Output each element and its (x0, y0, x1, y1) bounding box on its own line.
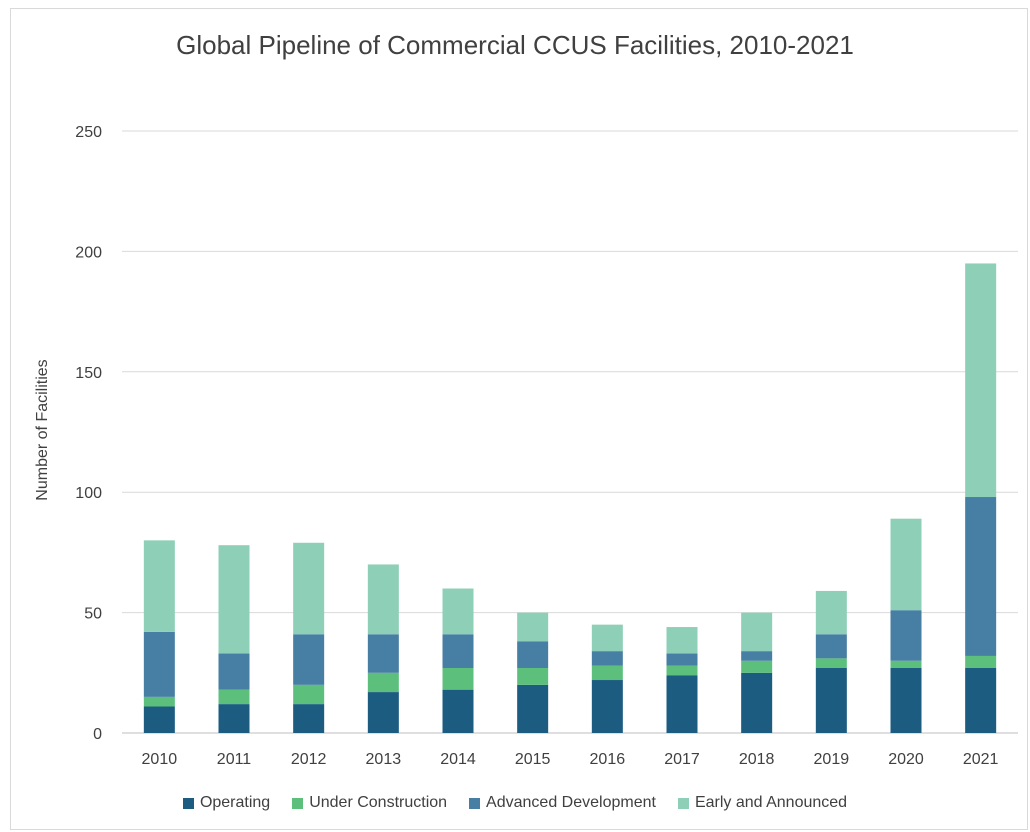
bar-segment (591, 651, 623, 666)
x-tick-label: 2020 (888, 751, 924, 768)
bar-segment (367, 692, 399, 733)
bar-segment (293, 704, 325, 733)
bar-segment (890, 660, 922, 668)
bar-segment (890, 610, 922, 661)
y-axis-label: Number of Facilities (34, 359, 51, 501)
bar-segment (143, 631, 175, 697)
chart-title: Global Pipeline of Commercial CCUS Facil… (176, 30, 854, 60)
x-tick-label: 2013 (366, 751, 402, 768)
bar-segment (293, 684, 325, 705)
legend-swatch (677, 797, 689, 809)
y-tick-label: 250 (75, 124, 102, 141)
bar-segment (666, 627, 698, 654)
bar-segment (517, 684, 549, 733)
bar-segment (367, 564, 399, 635)
bar-segment (218, 653, 250, 690)
y-tick-label: 0 (93, 726, 102, 743)
bar-segment (293, 634, 325, 685)
bar-segment (591, 680, 623, 733)
x-tick-label: 2017 (664, 751, 700, 768)
legend-item: Operating (182, 794, 271, 812)
x-tick-label: 2015 (515, 751, 551, 768)
x-tick-label: 2019 (814, 751, 850, 768)
bar-segment (143, 706, 175, 733)
bar-segment (591, 665, 623, 681)
bar-segment (965, 667, 997, 733)
bar-segment (442, 588, 474, 635)
bar-segment (815, 634, 847, 659)
y-tick-label: 150 (75, 365, 102, 382)
bar-segment (143, 696, 175, 707)
bar-segment (890, 518, 922, 611)
x-tick-label: 2011 (217, 751, 252, 768)
bar-segment (815, 667, 847, 733)
x-tick-label: 2021 (963, 751, 999, 768)
y-tick-label: 50 (84, 606, 102, 623)
bar-segment (517, 667, 549, 685)
bar-segment (741, 660, 773, 673)
x-tick-label: 2018 (739, 751, 775, 768)
bar-segment (218, 704, 250, 733)
legend: Operating Under Construction Advanced Deve… (0, 794, 1030, 812)
bar-segment (442, 689, 474, 733)
legend-item: Advanced Development (469, 794, 656, 812)
bar-segment (890, 667, 922, 733)
y-tick-label: 200 (75, 244, 102, 261)
bar-segment (442, 667, 474, 690)
legend-label: Under Construction (309, 794, 448, 811)
bar-segment (965, 655, 997, 668)
bar-segment (143, 540, 175, 632)
bar-segment (293, 542, 325, 635)
bar-segment (367, 634, 399, 673)
legend-item: Under Construction (292, 794, 447, 812)
bar-segment (442, 634, 474, 668)
legend-swatch (292, 797, 304, 809)
legend-label: Advanced Development (486, 794, 656, 811)
bar-segment (666, 653, 698, 666)
bar-segment (965, 497, 997, 656)
y-tick-label: 100 (75, 485, 102, 502)
bar-segment (815, 658, 847, 668)
bar-segment (666, 665, 698, 676)
legend-label: Early and Announced (694, 794, 848, 811)
bar-segment (218, 689, 250, 705)
x-tick-label: 2010 (142, 751, 178, 768)
bar-segment (965, 263, 997, 498)
bar-segment (741, 612, 773, 652)
legend-swatch (469, 797, 481, 809)
bar-segment (741, 651, 773, 661)
x-tick-label: 2012 (291, 751, 327, 768)
x-tick-label: 2014 (440, 751, 476, 768)
x-tick-label: 2016 (590, 751, 626, 768)
bar-segment (517, 612, 549, 642)
legend-swatch (182, 797, 194, 809)
bar-segment (367, 672, 399, 693)
legend-item: Early and Announced (677, 794, 848, 812)
bar-segment (517, 641, 549, 668)
bar-segment (591, 624, 623, 652)
bar-segment (666, 675, 698, 733)
bar-segment (815, 590, 847, 635)
bar-segment (741, 672, 773, 733)
legend-label: Operating (199, 794, 271, 811)
bar-segment (218, 545, 250, 654)
